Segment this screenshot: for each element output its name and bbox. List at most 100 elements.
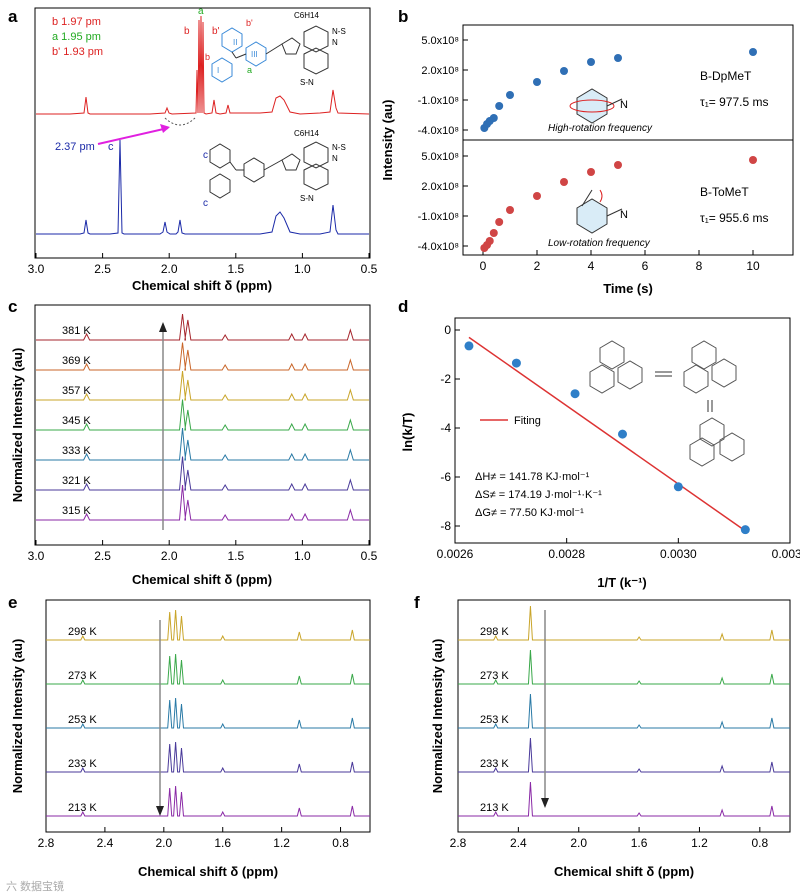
f-xtick-label: 1.2 (691, 836, 708, 850)
rotor-n: N (620, 99, 628, 111)
panel-e-xaxis: 2.8 2.4 2.0 1.6 1.2 0.8 (38, 827, 349, 850)
spectrum-a-blue (36, 139, 369, 235)
b-bottom-caption: Low-rotation frequency (548, 238, 651, 249)
legend-a-bp: b' 1.93 pm (52, 46, 103, 58)
f-xtick-label: 0.8 (751, 836, 768, 850)
bond (229, 161, 237, 171)
a-xtick-label: 1.5 (227, 262, 244, 276)
e-trace-2 (46, 697, 370, 729)
mol-label-c-bottom: c (203, 198, 208, 209)
blue-shift-annotation: 2.37 pm (55, 141, 95, 153)
panel-c-xaxis: 3.0 2.5 2.0 1.5 1.0 0.5 (28, 540, 378, 563)
mol-label-sn: S-N (300, 78, 314, 87)
bond (231, 51, 237, 59)
e-trace-label: 273 K (68, 670, 97, 682)
f-trace-4 (458, 781, 790, 817)
panel-f-ylabel: Normalized Intensity (au) (430, 639, 445, 794)
e-trace-1 (46, 653, 370, 685)
benzothiadiazole-2 (303, 47, 329, 75)
panel-a-letter: a (8, 7, 18, 26)
panel-b-ylabel: Intensity (au) (380, 100, 395, 181)
panel-a-frame (34, 7, 371, 259)
mol-label-n-2: N (332, 154, 338, 163)
f-trace-label: 213 K (480, 802, 509, 814)
b-top-tau: τ₁= 977.5 ms (700, 95, 769, 109)
panel-e-letter: e (8, 593, 17, 612)
c-trace-0 (36, 313, 369, 341)
c-trace-label: 357 K (62, 385, 91, 397)
d-point (511, 358, 521, 368)
panel-c-ylabel: Normalized Intensity (au) (10, 348, 25, 503)
b-bottom-point (560, 178, 568, 186)
bond (235, 53, 247, 59)
d-xtick-label: 0.0032 (772, 547, 800, 561)
f-xtick-label: 2.0 (570, 836, 587, 850)
d-eq-entropy: ΔS≠ = 174.19 J·mol⁻¹·K⁻¹ (475, 489, 602, 501)
panel-d-letter: d (398, 297, 408, 316)
d-point (740, 525, 750, 535)
tolyl-ring-2 (209, 173, 231, 199)
panel-e-xlabel: Chemical shift δ (ppm) (138, 864, 278, 879)
b-bot-ytick-label: 5.0x10⁸ (421, 151, 459, 163)
c-trace-5 (36, 456, 369, 491)
d-eq-enthalpy: ΔH≠ = 141.78 KJ·mol⁻¹ (475, 471, 590, 483)
b-top-point (533, 78, 541, 86)
panel-f-xaxis: 2.8 2.4 2.0 1.6 1.2 0.8 (450, 827, 768, 850)
panel-c-letter: c (8, 297, 17, 316)
panel-d: d ln(k/T) 0-2-4-6-8 0.0026 0.0028 0.0030 0.… (398, 297, 800, 590)
panel-a-xlabel: Chemical shift δ (ppm) (132, 278, 272, 293)
panel-c-arrow-head (159, 322, 167, 332)
b-top-ytick-label: 5.0x10⁸ (421, 35, 459, 47)
c-xtick-label: 1.5 (227, 549, 244, 563)
mol-label-II: II (233, 38, 237, 47)
peak-label-a: a (198, 6, 204, 17)
b-bot-ytick-label: 2.0x10⁸ (421, 181, 459, 193)
d-point (464, 341, 474, 351)
c-trace-label: 381 K (62, 325, 91, 337)
d-xtick-label: 0.0030 (660, 547, 697, 561)
c-trace-4 (36, 427, 369, 461)
mol-label-c-top: c (203, 150, 208, 161)
bond (265, 43, 283, 55)
spectrum-a-red (36, 15, 370, 115)
a-xtick-label: 1.0 (294, 262, 311, 276)
b-top-name: B-DpMeT (700, 69, 752, 83)
shift-bracket (164, 117, 196, 126)
tolyl-ring-1 (209, 143, 231, 169)
d-point (673, 482, 683, 492)
panel-f-traces: 298 K 273 K 253 K 233 K 213 K (458, 605, 790, 817)
c-trace-label: 315 K (62, 505, 91, 517)
peak-label-bprime: b' (212, 26, 220, 37)
panel-e-ylabel: Normalized Intensity (au) (10, 639, 25, 794)
b-top-point (587, 58, 595, 66)
panel-a-xaxis: 3.0 2.5 2.0 1.5 1.0 0.5 (28, 253, 378, 276)
b-bottom-tau: τ₁= 955.6 ms (700, 211, 769, 225)
panel-c-xlabel: Chemical shift δ (ppm) (132, 572, 272, 587)
mol-label-ns-2: N-S (332, 143, 346, 152)
b-bottom-point (495, 218, 504, 226)
mol-label-sn-2: S-N (300, 194, 314, 203)
panel-d-plot (464, 336, 750, 535)
btd-ring-2 (303, 163, 329, 191)
d-point (570, 389, 580, 399)
b-bottom-name: B-ToMeT (700, 185, 749, 199)
rotor-icon-top: N (569, 88, 628, 124)
a-xtick-label: 3.0 (28, 262, 45, 276)
panel-f: f Normalized Intensity (au) 298 K 273 K 25… (414, 593, 791, 879)
mol-label-a: a (247, 65, 252, 75)
e-trace-label: 213 K (68, 802, 97, 814)
phenyl-ring (243, 157, 265, 183)
panel-b-yaxis: 5.0x10⁸ 2.0x10⁸ -1.0x10⁸ -4.0x10⁸ 5.0x10⁸ 2.0… (418, 35, 468, 253)
b-top-point (506, 91, 514, 99)
ring-III (245, 41, 267, 67)
panel-d-ylabel: ln(k/T) (400, 413, 415, 452)
c-trace-label: 369 K (62, 355, 91, 367)
f-trace-label: 233 K (480, 758, 509, 770)
c-trace-2 (36, 370, 369, 401)
b-top-point (489, 114, 498, 122)
b-top-point (614, 54, 622, 62)
panel-b-letter: b (398, 7, 408, 26)
molecule-top (211, 25, 329, 83)
b-top-ytick-label: -1.0x10⁸ (418, 95, 459, 107)
